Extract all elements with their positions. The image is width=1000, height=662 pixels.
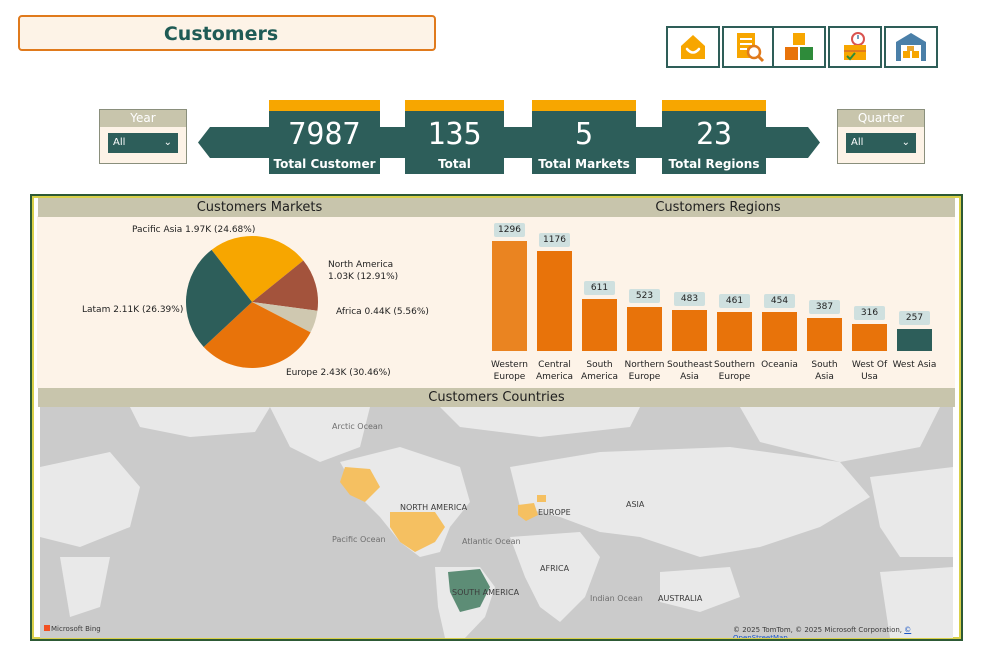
map-region-label: AUSTRALIA [658, 594, 703, 603]
bar-category-label: Northern Europe [624, 360, 665, 382]
nav-warehouse-button[interactable] [884, 26, 938, 68]
map-ocean-label: Indian Ocean [590, 594, 643, 603]
chevron-down-icon: ⌄ [163, 137, 172, 148]
delivery-box-icon [844, 32, 866, 61]
map-ocean-label: Atlantic Ocean [462, 537, 521, 546]
markets-section-title: Customers Markets [38, 198, 481, 217]
map-ocean-label: Arctic Ocean [332, 422, 383, 431]
kpi-value: 135 [427, 117, 482, 152]
bar-west-asia[interactable] [897, 329, 932, 351]
nav-shipping-button[interactable] [828, 26, 882, 68]
map-region-label: EUROPE [538, 508, 571, 517]
home-icon [681, 35, 705, 59]
kpi-label: Total Markets [538, 157, 630, 171]
countries-section-title: Customers Countries [38, 388, 955, 407]
bar-value-label: 454 [764, 294, 795, 309]
pie-data-label: Pacific Asia 1.97K (24.68%) [132, 225, 255, 235]
chevron-down-icon: ⌄ [901, 137, 910, 148]
kpi-card-total-regions: 23 Total Regions [662, 100, 766, 174]
bar-category-label: West Of Usa [851, 360, 888, 382]
bar-value-label: 483 [674, 292, 705, 306]
bar-category-label: Southern Europe [714, 360, 755, 382]
bar-value-label: 1176 [539, 233, 570, 248]
pie-slice-north-america[interactable] [252, 260, 318, 311]
bar-southern-europe[interactable] [717, 311, 752, 351]
bar-category-label: South Asia [811, 360, 838, 382]
pie-data-label: Africa 0.44K (5.56%) [336, 307, 429, 317]
map-region-label: SOUTH AMERICA [452, 588, 520, 597]
world-map [40, 407, 953, 638]
map-ocean-label: Pacific Ocean [332, 535, 386, 544]
map-attribution-text: © 2025 TomTom, © 2025 Microsoft Corporat… [733, 626, 903, 634]
bar-southeast-asia[interactable] [672, 310, 707, 351]
countries-map[interactable]: Arctic Ocean Pacific Ocean Atlantic Ocea… [40, 407, 953, 638]
kpi-value: 7987 [288, 117, 361, 152]
bar-value-label: 316 [854, 306, 885, 321]
year-slicer-label: Year [100, 110, 186, 127]
nav-report-button[interactable] [722, 26, 776, 68]
bing-logo-text: Microsoft Bing [51, 625, 101, 633]
pie-slice-africa[interactable] [252, 302, 318, 333]
bar-value-label: 611 [584, 281, 615, 296]
bar-northern-europe[interactable] [627, 306, 662, 351]
quarter-slicer: Quarter All ⌄ [837, 109, 925, 164]
bar-south-america[interactable] [582, 299, 617, 351]
map-region-label: AFRICA [540, 564, 570, 573]
bar-south-asia[interactable] [807, 318, 842, 351]
kpi-label: Total Regions [668, 157, 760, 171]
osm-link[interactable]: © OpenStreetMap [733, 626, 912, 638]
kpi-value: 5 [574, 117, 594, 152]
kpi-card-total-countries: 135 Total Countries [405, 100, 504, 187]
pie-data-label: North America 1.03K (12.91%) [328, 260, 398, 282]
bar-category-label: Oceania [761, 360, 798, 370]
map-region-label: NORTH AMERICA [400, 503, 468, 512]
quarter-dropdown-value: All [851, 137, 864, 148]
pie-slice-europe[interactable] [203, 302, 311, 368]
bar-oceania[interactable] [762, 312, 797, 351]
kpi-card-total-customer: 7987 Total Customer [269, 100, 380, 174]
bar-value-label: 257 [899, 311, 930, 326]
nav-home-button[interactable] [666, 26, 720, 68]
boxes-icon [785, 33, 813, 60]
bar-category-label: Western Europe [491, 360, 528, 382]
bar-category-label: Southeast Asia [667, 360, 713, 382]
bar-western-europe[interactable] [492, 241, 527, 351]
page-title: Customers [163, 23, 279, 45]
bar-category-label: West Asia [892, 360, 937, 370]
pie-slice-latam[interactable] [185, 249, 252, 347]
pie-slice-pacific-asia[interactable] [211, 235, 304, 302]
bar-category-label: Central America [535, 360, 574, 382]
bar-central-america[interactable] [537, 251, 572, 351]
bar-category-label: South America [580, 360, 619, 382]
kpi-label: Total Countries [421, 157, 488, 187]
map-region-label: ASIA [626, 500, 645, 509]
year-dropdown[interactable]: All ⌄ [108, 133, 178, 153]
kpi-label: Total Customer [273, 157, 376, 171]
markets-pie-chart[interactable]: Pacific Asia 1.97K (24.68%) North America… [38, 217, 478, 387]
nav-products-button[interactable] [772, 26, 826, 68]
bar-value-label: 1296 [494, 223, 525, 237]
kpi-card-total-markets: 5 Total Markets [532, 100, 636, 174]
warehouse-icon [896, 33, 926, 61]
bar-value-label: 461 [719, 293, 750, 308]
report-search-icon [737, 33, 765, 63]
bar-value-label: 523 [629, 288, 660, 303]
quarter-slicer-label: Quarter [838, 110, 924, 127]
pie-data-label: Latam 2.11K (26.39%) [82, 305, 183, 315]
regions-bar-chart[interactable]: 1296 Western Europe 1176 Central America 611… [481, 217, 955, 387]
bing-logo: Microsoft Bing [44, 625, 101, 633]
bar-west-of-usa[interactable] [852, 324, 887, 351]
regions-section-title: Customers Regions [481, 198, 955, 217]
year-slicer: Year All ⌄ [99, 109, 187, 164]
pie-data-label: Europe 2.43K (30.46%) [286, 368, 391, 378]
map-attribution: © 2025 TomTom, © 2025 Microsoft Corporat… [733, 626, 953, 638]
kpi-value: 23 [695, 117, 733, 152]
year-dropdown-value: All [113, 137, 126, 148]
bar-value-label: 387 [809, 300, 840, 315]
quarter-dropdown[interactable]: All ⌄ [846, 133, 916, 153]
page-title-box: Customers [18, 15, 436, 51]
